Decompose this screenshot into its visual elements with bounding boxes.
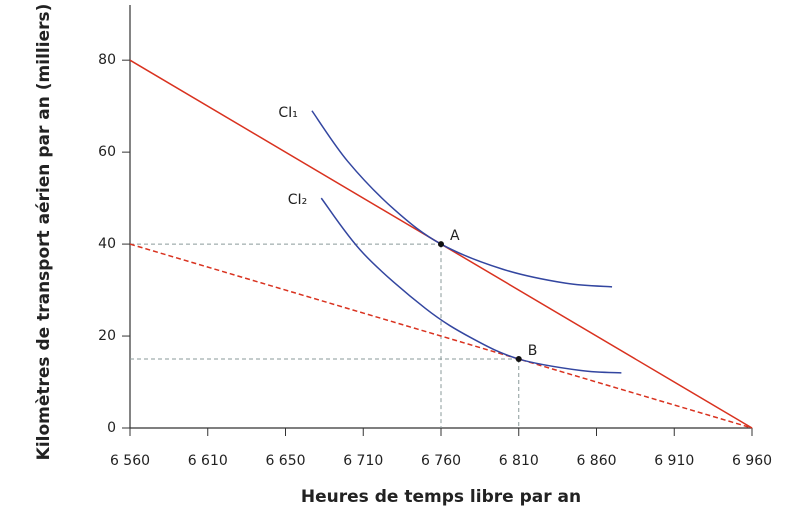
series-line [320,197,622,374]
series-line [311,110,613,288]
point [438,241,444,248]
point-label: A [450,228,460,244]
y-tick-label: 80 [98,52,116,68]
point-label: B [528,343,538,359]
x-tick-label: 6 910 [654,453,694,469]
y-tick-label: 40 [98,236,116,252]
x-tick-label: 6 860 [576,453,616,469]
y-axis-title: Kilomètres de transport aérien par an (m… [34,4,54,461]
y-tick-label: 0 [107,420,116,436]
x-tick-label: 6 810 [499,453,539,469]
x-tick-label: 6 710 [343,453,383,469]
series-line [129,243,753,429]
x-tick-label: 6 650 [265,453,305,469]
point [515,356,522,363]
x-tick-label: 6 760 [421,453,461,469]
y-tick-label: 60 [98,144,116,160]
curve-label: CI₁ [278,105,298,121]
x-tick-label: 6 610 [188,453,228,469]
curve-label: CI₂ [288,192,308,208]
x-tick-label: 6 560 [110,453,150,469]
x-axis-title: Heures de temps libre par an [301,487,581,507]
x-tick-label: 6 960 [732,453,772,469]
y-tick-label: 20 [98,328,116,344]
